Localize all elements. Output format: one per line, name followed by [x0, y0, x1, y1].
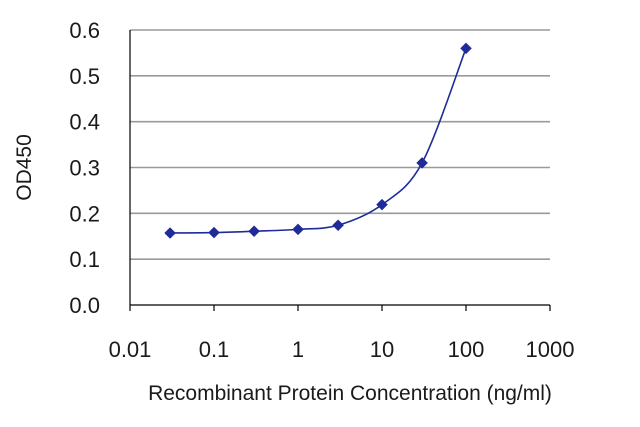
y-tick-label-1: 0.1 — [69, 247, 100, 272]
y-tick-label-4: 0.4 — [69, 110, 100, 135]
x-tick-label-2: 1 — [292, 337, 304, 362]
data-point-6 — [416, 157, 428, 169]
x-tick-label-0: 0.01 — [109, 337, 152, 362]
x-axis-label: Recombinant Protein Concentration (ng/ml… — [148, 382, 552, 405]
y-tick-label-0: 0.0 — [69, 293, 100, 318]
data-point-0 — [164, 227, 176, 239]
data-point-5 — [376, 198, 388, 211]
data-point-7 — [460, 42, 472, 55]
y-tick-labels: 0.0 0.1 0.2 0.3 0.4 0.5 0.6 — [69, 18, 100, 318]
y-axis-label: OD450 — [13, 134, 36, 201]
y-tick-label-3: 0.3 — [69, 156, 100, 181]
x-tick-label-3: 10 — [370, 337, 394, 362]
x-tick-label-1: 0.1 — [199, 337, 230, 362]
y-tick-label-5: 0.5 — [69, 64, 100, 89]
data-point-1 — [208, 226, 220, 239]
x-tick-label-4: 100 — [448, 337, 485, 362]
data-point-4 — [332, 219, 344, 232]
y-tick-label-2: 0.2 — [69, 201, 100, 226]
data-point-2 — [248, 225, 260, 238]
y-tick-label-6: 0.6 — [69, 18, 100, 43]
grid-lines — [130, 29, 550, 260]
x-tick-label-5: 1000 — [526, 337, 575, 362]
series-group — [164, 42, 472, 239]
data-point-3 — [292, 223, 304, 236]
series-line — [170, 48, 467, 234]
x-tick-marks — [129, 305, 551, 311]
x-tick-labels: 0.01 0.1 1 10 100 1000 — [109, 337, 575, 362]
